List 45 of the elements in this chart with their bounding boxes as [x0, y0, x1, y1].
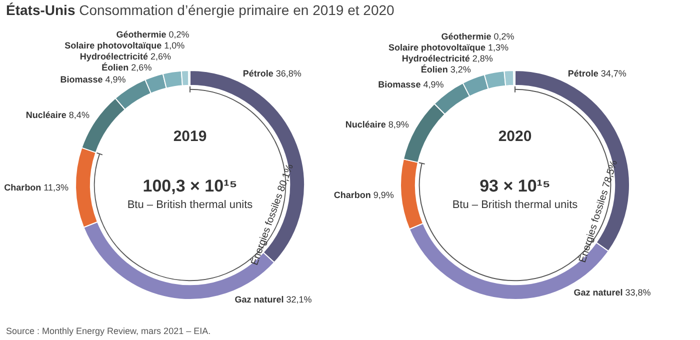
slice-label: Solaire photovoltaïque: [64, 40, 162, 50]
data-label: 9,9%: [373, 190, 394, 200]
slice-label: Gaz naturel: [234, 294, 284, 304]
slice-label: Nucléaire: [345, 119, 386, 130]
data-label: 8,9%: [388, 119, 409, 130]
data-label: 8,4%: [68, 110, 90, 120]
slice-label: Biomasse: [60, 74, 103, 85]
slice-label: Hydroélectricité: [402, 53, 470, 64]
slice-label: Gaz naturel: [574, 288, 623, 298]
slice-label: Hydroélectricité: [80, 51, 148, 62]
slice-label: Nucléaire: [26, 110, 66, 120]
text: 2020: [498, 128, 532, 146]
slice-label: Charbon: [334, 190, 371, 200]
slice-label: Éolien: [420, 64, 448, 74]
source-note: Source : Monthly Energy Review, mars 2021 – EIA.: [6, 326, 211, 336]
text: Btu – British thermal units: [127, 199, 254, 212]
data-label: 2,6%: [150, 51, 171, 62]
slice-label: Charbon: [4, 182, 42, 192]
data-label: 1,3%: [488, 42, 508, 52]
data-label: 33,8%: [625, 288, 651, 298]
slice-label: Éolien: [102, 62, 129, 72]
text: 93 × 10¹⁵: [480, 176, 550, 196]
data-label: 3,2%: [450, 64, 471, 74]
text: 100,3 × 10¹⁵: [142, 176, 238, 196]
data-label: 0,2%: [494, 31, 514, 42]
slice-label: Biomasse: [378, 79, 421, 90]
chart-subtitle: Consommation d’énergie primaire en 2019 et 2020: [78, 2, 394, 18]
data-label: 34,7%: [600, 68, 626, 78]
data-label: 4,9%: [105, 74, 126, 85]
data-label: 36,8%: [276, 68, 302, 78]
data-label: 32,1%: [286, 294, 312, 304]
data-label: 4,9%: [423, 79, 444, 90]
data-label: 2,8%: [472, 53, 493, 64]
data-label: 2,6%: [131, 62, 152, 72]
text: 2019: [173, 128, 207, 146]
slice-label: Géothermie: [441, 31, 492, 42]
slice-label: Solaire photovoltaïque: [388, 42, 486, 52]
slice-label: Géothermie: [116, 29, 166, 40]
text: Btu – British thermal units: [452, 199, 578, 212]
slice-label: Pétrole: [242, 68, 274, 78]
slice-label: Pétrole: [568, 68, 598, 78]
data-label: 0,2%: [168, 29, 190, 40]
chart-title: États-Unis: [6, 2, 76, 18]
data-label: 11,3%: [44, 182, 69, 192]
data-label: 1,0%: [164, 40, 185, 50]
